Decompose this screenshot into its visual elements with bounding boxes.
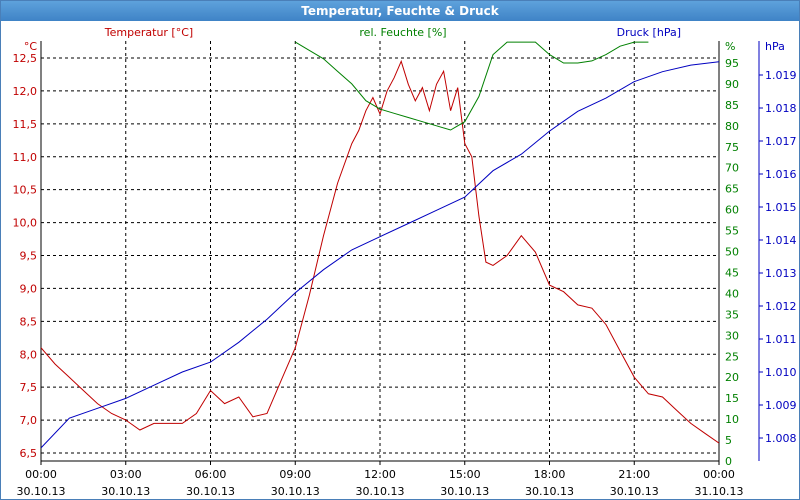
temperature-tick-label: 7,5 <box>20 381 38 394</box>
humidity-axis-label: rel. Feuchte [%] <box>359 26 446 39</box>
x-tick-date: 30.10.13 <box>525 485 574 498</box>
window-title: Temperatur, Feuchte & Druck <box>1 1 799 21</box>
humidity-tick-label: 65 <box>725 183 739 196</box>
x-tick-time: 12:00 <box>364 468 396 481</box>
temperature-tick-label: 9,0 <box>20 282 38 295</box>
x-tick-time: 00:00 <box>703 468 735 481</box>
humidity-tick-label: 85 <box>725 99 739 112</box>
humidity-tick-label: 60 <box>725 204 739 217</box>
humidity-tick-label: 45 <box>725 266 739 279</box>
chart-plot: 6,5 7,0 7,5 8,0 8,5 9,0 9,5 10,0 10,5 11,0 11,5 12,… <box>13 26 797 498</box>
x-tick-time: 18:00 <box>534 468 566 481</box>
x-tick-time: 21:00 <box>618 468 650 481</box>
pressure-tick-label: 1.012 <box>765 300 797 313</box>
pressure-tick-label: 1.015 <box>765 201 797 214</box>
x-tick-time: 15:00 <box>449 468 481 481</box>
humidity-tick-label: 95 <box>725 57 739 70</box>
temperature-axis-label: Temperatur [°C] <box>104 26 193 39</box>
pressure-tick-label: 1.011 <box>765 333 797 346</box>
pressure-tick-label: 1.010 <box>765 366 797 379</box>
pressure-tick-label: 1.016 <box>765 168 797 181</box>
humidity-tick-label: 50 <box>725 246 739 259</box>
temperature-tick-label: 8,0 <box>20 348 38 361</box>
humidity-tick-label: 80 <box>725 120 739 133</box>
humidity-tick-label: 25 <box>725 350 739 363</box>
x-tick-time: 00:00 <box>25 468 57 481</box>
x-tick-date: 30.10.13 <box>101 485 150 498</box>
humidity-tick-label: 20 <box>725 371 739 384</box>
temperature-tick-label: 7,0 <box>20 414 38 427</box>
humidity-tick-label: 15 <box>725 392 739 405</box>
temperature-unit-label: °C <box>24 40 38 53</box>
pressure-tick-label: 1.014 <box>765 234 797 247</box>
temperature-series-line <box>41 59 719 444</box>
humidity-tick-label: 70 <box>725 162 739 175</box>
humidity-tick-label: 30 <box>725 329 739 342</box>
pressure-tick-label: 1.009 <box>765 399 797 412</box>
humidity-tick-label: 55 <box>725 225 739 238</box>
temperature-tick-label: 11,5 <box>13 118 38 131</box>
x-tick-time: 03:00 <box>110 468 142 481</box>
humidity-tick-label: 5 <box>725 434 732 447</box>
pressure-axis-label: Druck [hPa] <box>617 26 681 39</box>
temperature-tick-label: 10,5 <box>13 184 38 197</box>
temperature-tick-label: 11,0 <box>13 151 38 164</box>
x-tick-date: 30.10.13 <box>610 485 659 498</box>
humidity-unit-label: % <box>725 40 735 53</box>
pressure-unit-label: hPa <box>765 40 785 53</box>
pressure-tick-label: 1.008 <box>765 432 797 445</box>
humidity-tick-label: 40 <box>725 287 739 300</box>
humidity-tick-label: 0 <box>725 455 732 468</box>
x-tick-date: 30.10.13 <box>356 485 405 498</box>
humidity-tick-label: 35 <box>725 308 739 321</box>
x-tick-time: 06:00 <box>195 468 227 481</box>
x-tick-date: 30.10.13 <box>440 485 489 498</box>
x-tick-date: 30.10.13 <box>17 485 66 498</box>
pressure-tick-label: 1.019 <box>765 69 797 82</box>
humidity-tick-label: 10 <box>725 413 739 426</box>
humidity-tick-label: 90 <box>725 78 739 91</box>
pressure-tick-label: 1.018 <box>765 102 797 115</box>
temperature-tick-label: 12,5 <box>13 52 38 65</box>
temperature-tick-label: 12,0 <box>13 85 38 98</box>
temperature-tick-label: 6,5 <box>20 447 38 460</box>
temperature-tick-label: 8,5 <box>20 315 38 328</box>
humidity-series-line <box>295 41 649 131</box>
x-tick-time: 09:00 <box>279 468 311 481</box>
humidity-tick-label: 75 <box>725 141 739 154</box>
x-tick-date: 30.10.13 <box>271 485 320 498</box>
x-tick-date: 31.10.13 <box>695 485 744 498</box>
pressure-tick-label: 1.013 <box>765 267 797 280</box>
pressure-tick-label: 1.017 <box>765 135 797 148</box>
temperature-tick-label: 10,0 <box>13 217 38 230</box>
x-tick-date: 30.10.13 <box>186 485 235 498</box>
pressure-series-line <box>41 61 719 449</box>
temperature-tick-label: 9,5 <box>20 250 38 263</box>
